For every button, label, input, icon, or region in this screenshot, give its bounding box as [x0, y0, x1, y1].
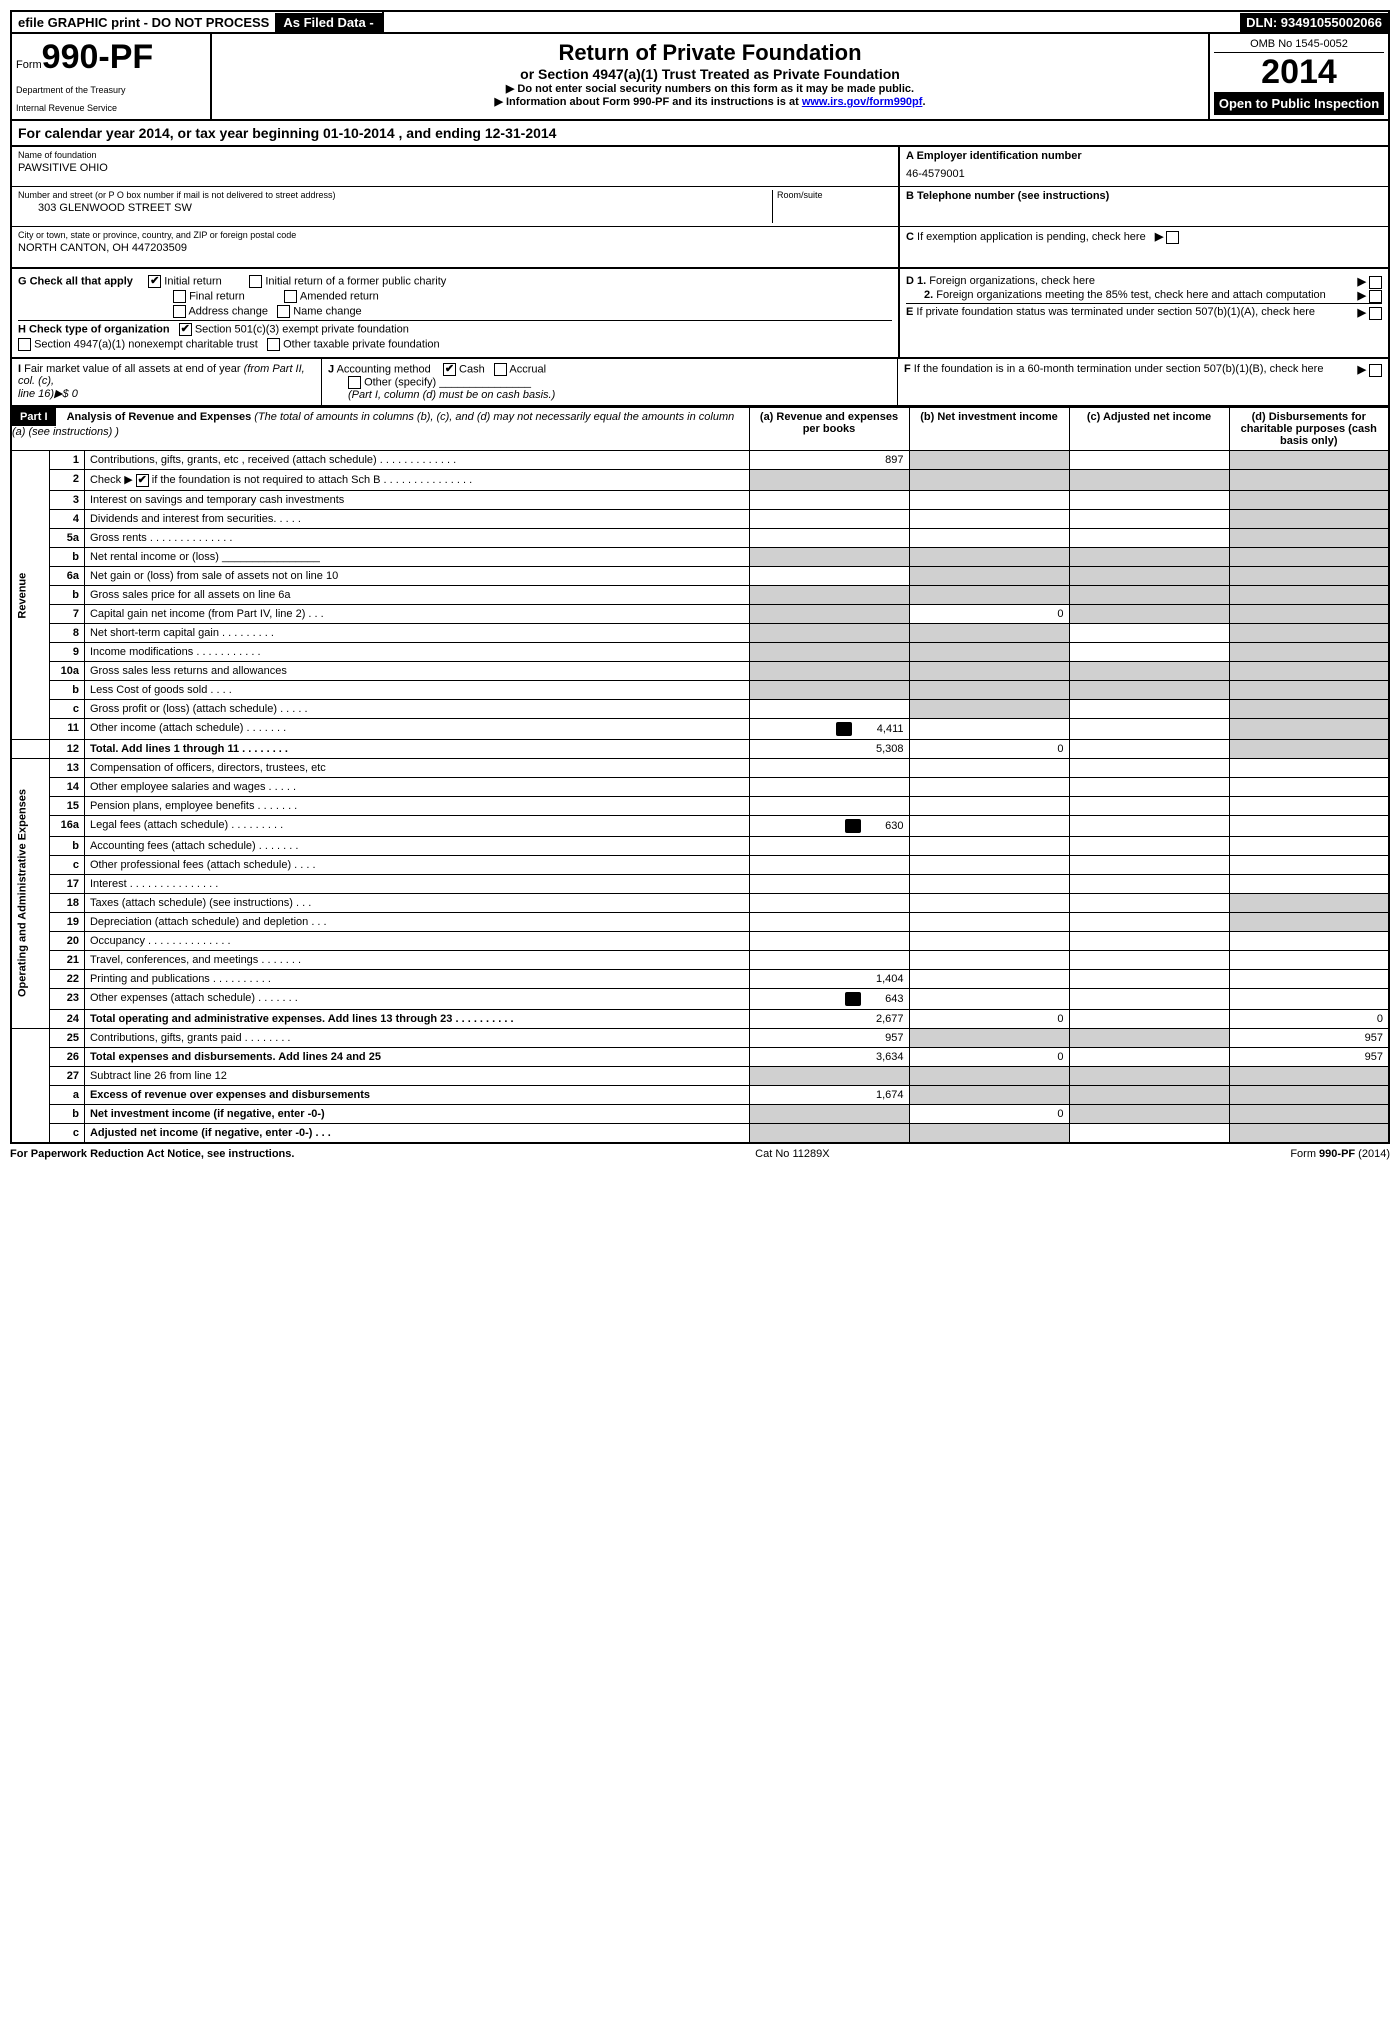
tax-year: 2014 [1214, 53, 1384, 92]
form-header: Form990-PF Department of the Treasury In… [10, 34, 1390, 121]
form-number: 990-PF [42, 38, 154, 76]
asfiled-text: As Filed Data - [275, 13, 381, 32]
dept-irs: Internal Revenue Service [16, 103, 206, 113]
form-prefix: Form [16, 59, 42, 71]
cash-checkbox[interactable]: ✔ [443, 363, 456, 376]
d1-label: D 1. Foreign organizations, check here [906, 275, 1095, 287]
foundation-city: NORTH CANTON, OH 447203509 [18, 240, 892, 254]
col-b-header: (b) Net investment income [909, 408, 1069, 451]
col-a-header: (a) Revenue and expenses per books [749, 408, 909, 451]
dept-treasury: Department of the Treasury [16, 85, 206, 95]
attach-icon[interactable] [845, 992, 861, 1006]
h-label: H Check type of organization [18, 323, 170, 335]
foundation-info: Name of foundation PAWSITIVE OHIO Number… [10, 147, 1390, 269]
d2-checkbox[interactable] [1369, 290, 1382, 303]
s4947-checkbox[interactable] [18, 338, 31, 351]
room-label: Room/suite [777, 190, 892, 200]
footer-right: Form 990-PF (2014) [1290, 1148, 1390, 1160]
addr-label: Number and street (or P O box number if … [18, 190, 772, 200]
e-label: E If private foundation status was termi… [906, 306, 1315, 318]
i-label: I Fair market value of all assets at end… [18, 363, 305, 387]
form-title: Return of Private Foundation [218, 40, 1202, 66]
final-checkbox[interactable] [173, 290, 186, 303]
footer-left: For Paperwork Reduction Act Notice, see … [10, 1148, 294, 1160]
addr-change-checkbox[interactable] [173, 305, 186, 318]
row-num: 1 [49, 451, 84, 470]
open-badge: Open to Public Inspection [1214, 92, 1384, 115]
ein-value: 46-4579001 [906, 168, 1382, 180]
main-table: Part I Analysis of Revenue and Expenses … [10, 407, 1390, 1144]
accrual-checkbox[interactable] [494, 363, 507, 376]
col-d-header: (d) Disbursements for charitable purpose… [1229, 408, 1389, 451]
exempt-label: C If exemption application is pending, c… [906, 231, 1146, 243]
revenue-label: Revenue [11, 451, 49, 740]
form-subtitle: or Section 4947(a)(1) Trust Treated as P… [218, 66, 1202, 82]
row-val-a: 897 [749, 451, 909, 470]
form-note1: ▶ Do not enter social security numbers o… [218, 82, 1202, 95]
other-method-checkbox[interactable] [348, 376, 361, 389]
form-note2: ▶ Information about Form 990-PF and its … [218, 95, 1202, 108]
name-change-checkbox[interactable] [277, 305, 290, 318]
omb-number: OMB No 1545-0052 [1214, 38, 1384, 53]
d2-label: 2. Foreign organizations meeting the 85%… [924, 289, 1326, 301]
e-checkbox[interactable] [1369, 307, 1382, 320]
footer-center: Cat No 11289X [755, 1148, 829, 1160]
d1-checkbox[interactable] [1369, 276, 1382, 289]
f-label: F If the foundation is in a 60-month ter… [904, 363, 1323, 375]
g-label: G Check all that apply [18, 275, 133, 287]
dln-text: DLN: 93491055002066 [1240, 13, 1388, 32]
schb-checkbox[interactable]: ✔ [136, 474, 149, 487]
part1-title: Analysis of Revenue and Expenses [67, 411, 252, 423]
hij-section: I Fair market value of all assets at end… [10, 359, 1390, 407]
foundation-addr: 303 GLENWOOD STREET SW [18, 200, 772, 214]
s501-checkbox[interactable]: ✔ [179, 323, 192, 336]
col-c-header: (c) Adjusted net income [1069, 408, 1229, 451]
city-label: City or town, state or province, country… [18, 230, 892, 240]
row-desc: Contributions, gifts, grants, etc , rece… [84, 451, 749, 470]
checks-section: G Check all that apply ✔ Initial return … [10, 269, 1390, 359]
amended-checkbox[interactable] [284, 290, 297, 303]
name-label: Name of foundation [18, 150, 892, 160]
initial-checkbox[interactable]: ✔ [148, 275, 161, 288]
ein-label: A Employer identification number [906, 150, 1082, 162]
row-desc: Check ▶ ✔ if the foundation is not requi… [84, 470, 749, 491]
phone-label: B Telephone number (see instructions) [906, 190, 1109, 202]
attach-icon[interactable] [836, 722, 852, 736]
j-note: (Part I, column (d) must be on cash basi… [348, 389, 555, 401]
header-bar: efile GRAPHIC print - DO NOT PROCESS As … [10, 10, 1390, 34]
foundation-name: PAWSITIVE OHIO [18, 160, 892, 174]
part1-label: Part I [12, 408, 56, 426]
footer: For Paperwork Reduction Act Notice, see … [10, 1144, 1390, 1164]
i-line16: line 16)▶$ 0 [18, 388, 78, 400]
irs-link[interactable]: www.irs.gov/form990pf [802, 96, 923, 108]
exempt-checkbox[interactable] [1166, 231, 1179, 244]
f-checkbox[interactable] [1369, 364, 1382, 377]
attach-icon[interactable] [845, 819, 861, 833]
initial-former-checkbox[interactable] [249, 275, 262, 288]
other-tax-checkbox[interactable] [267, 338, 280, 351]
calendar-year-line: For calendar year 2014, or tax year begi… [10, 121, 1390, 147]
opex-label: Operating and Administrative Expenses [11, 758, 49, 1028]
j-label: J Accounting method [328, 363, 431, 375]
efile-text: efile GRAPHIC print - DO NOT PROCESS [12, 13, 275, 32]
